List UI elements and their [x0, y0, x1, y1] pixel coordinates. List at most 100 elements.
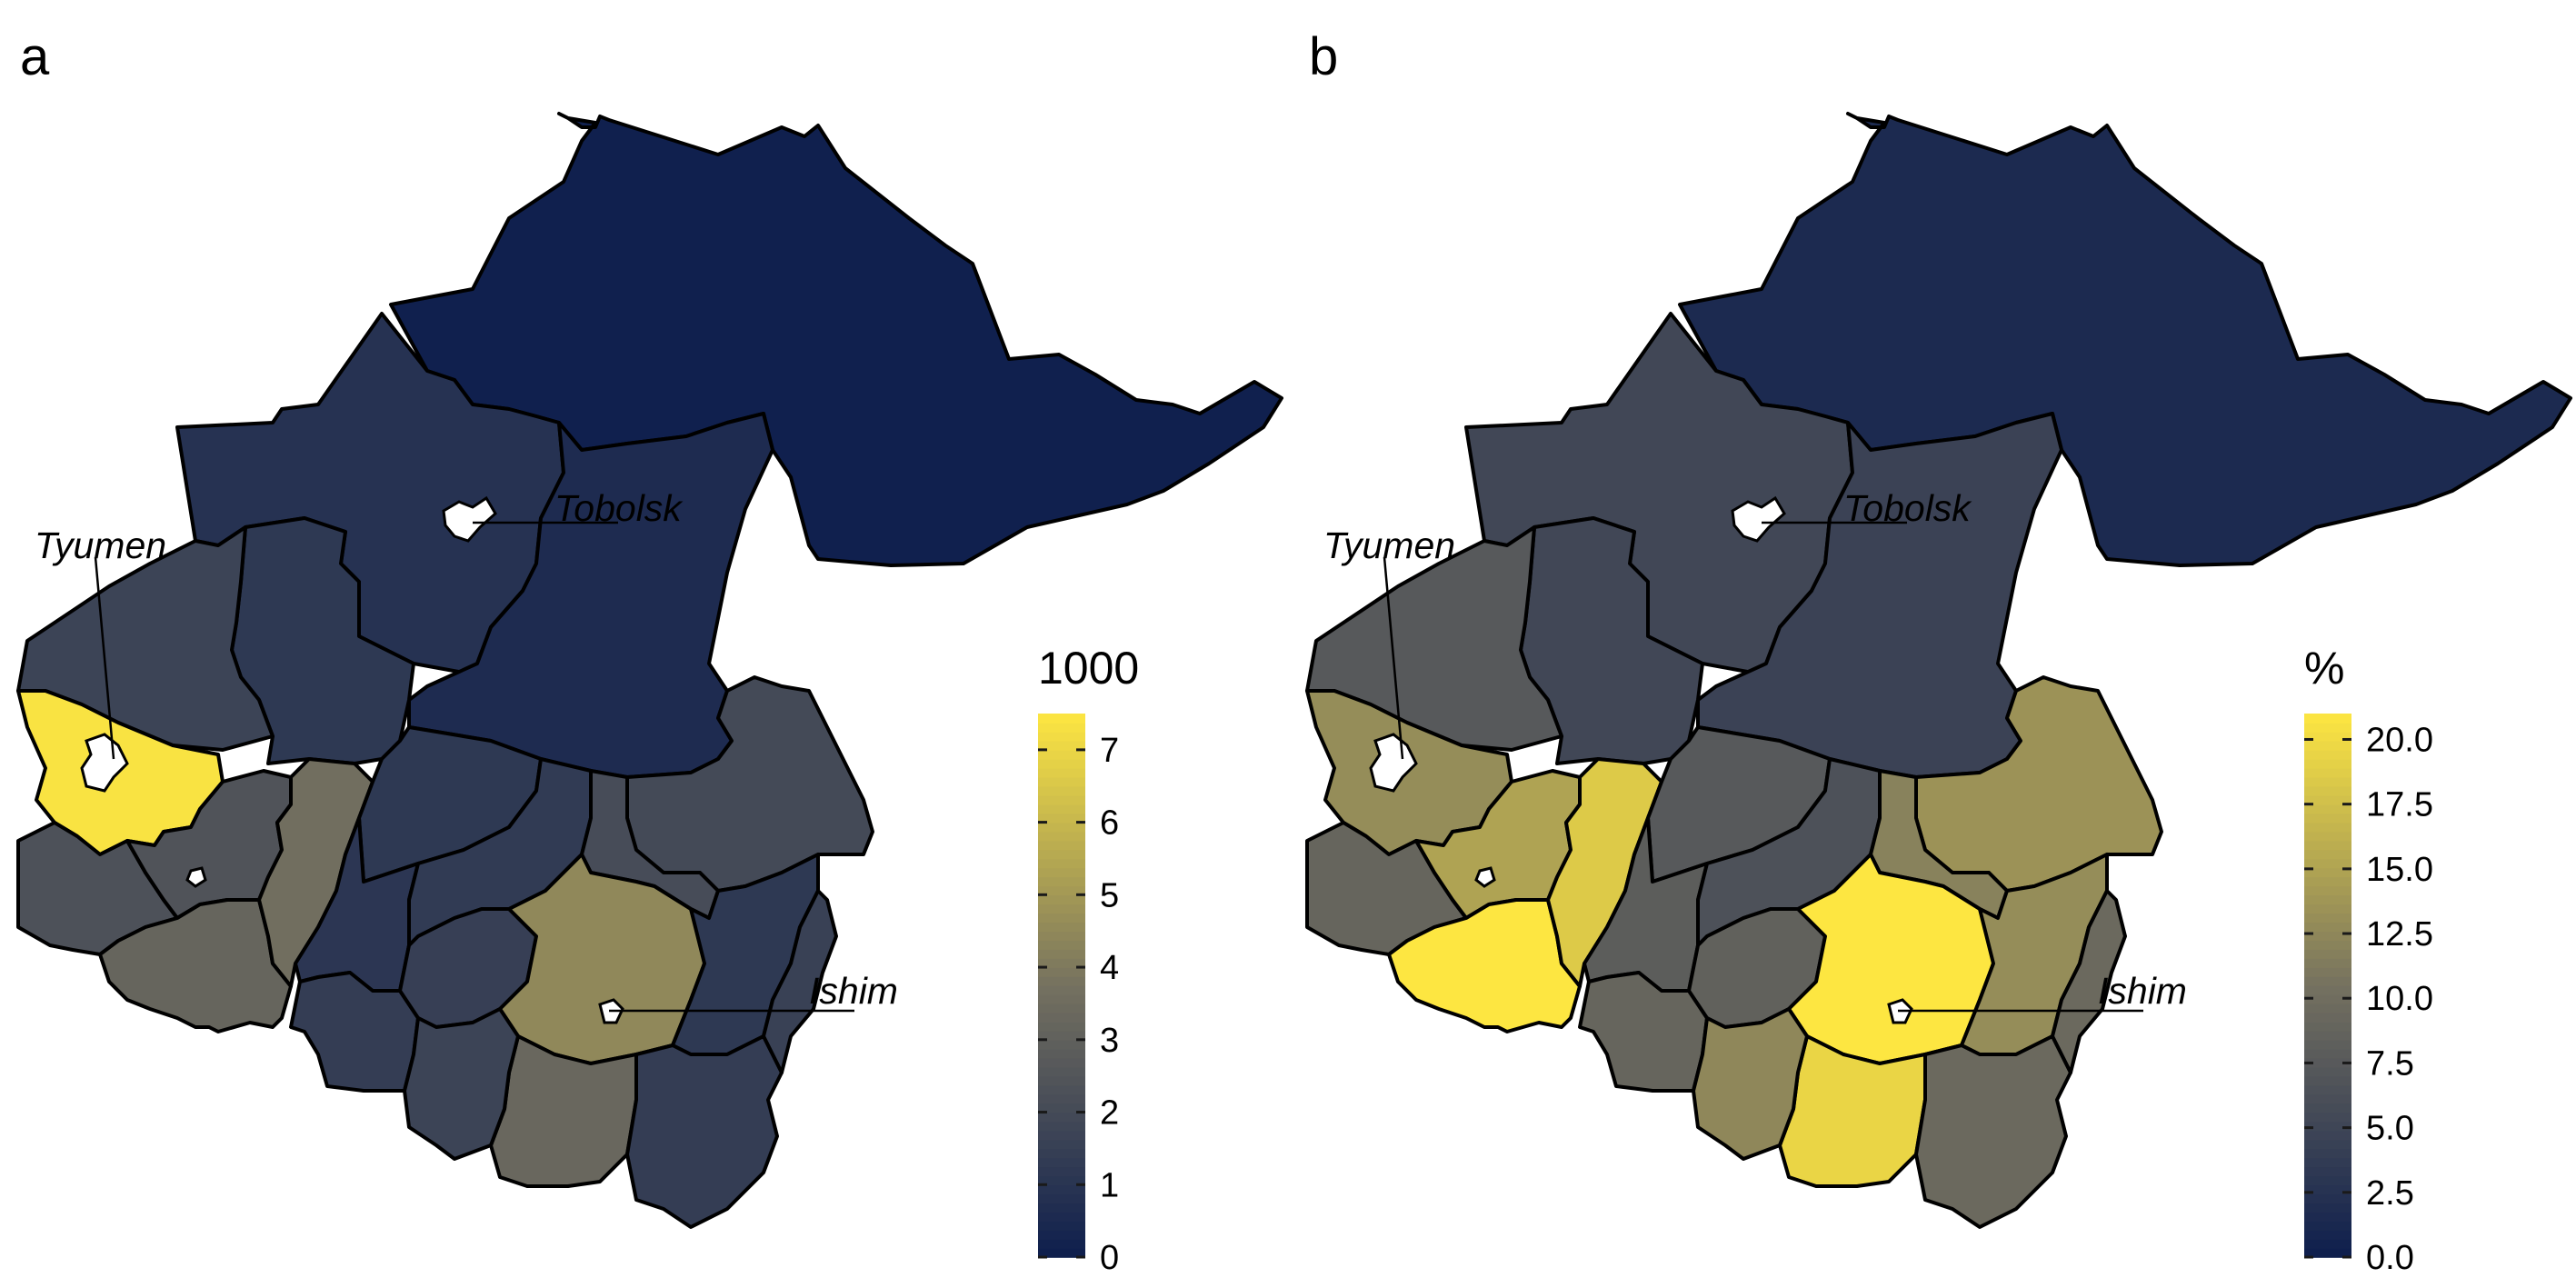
colorbar-segment [2304, 1193, 2351, 1203]
colorbar-segment [2304, 740, 2351, 751]
colorbar-tick-label: 7 [1100, 732, 1119, 770]
colorbar-segment [2304, 731, 2351, 742]
colorbar-segment [1038, 1148, 1085, 1159]
colorbar-segment [1038, 749, 1085, 760]
colorbar-tick-label: 2 [1100, 1094, 1119, 1133]
colorbar-segment [2304, 1066, 2351, 1077]
colorbar-segment [1038, 722, 1085, 733]
colorbar-segment [2304, 931, 2351, 941]
colorbar-segment [1038, 1021, 1085, 1032]
colorbar-segment [1038, 1157, 1085, 1168]
colorbar-segment [2304, 776, 2351, 787]
colorbar-segment [2304, 1121, 2351, 1132]
colorbar-segment [1038, 1057, 1085, 1068]
legend-a-title: 1000 [1038, 643, 1139, 694]
panel-a-legend: 1000 0 1 2 3 4 5 6 7 [1038, 643, 1139, 1277]
colorbar-segment [1038, 785, 1085, 796]
colorbar-segment [2304, 1075, 2351, 1086]
colorbar-segment [1038, 1003, 1085, 1013]
colorbar-segment [2304, 894, 2351, 905]
colorbar-segment [1038, 1039, 1085, 1050]
colorbar-segment [2304, 840, 2351, 851]
colorbar-segment [2304, 1057, 2351, 1068]
colorbar-segment [2304, 1103, 2351, 1113]
colorbar-segment [2304, 1048, 2351, 1059]
colorbar-segment [1038, 993, 1085, 1004]
colorbar-segment [1038, 804, 1085, 814]
colorbar-tick-label: 5 [1100, 876, 1119, 914]
colorbar-segment [1038, 1084, 1085, 1095]
colorbar-segment [2304, 1166, 2351, 1177]
panel-a-map [16, 112, 1283, 1229]
colorbar-segment [2304, 867, 2351, 878]
colorbar-segment [1038, 758, 1085, 769]
colorbar-segment [2304, 958, 2351, 968]
colorbar-segment [1038, 1066, 1085, 1077]
colorbar-segment [1038, 1048, 1085, 1059]
colorbar-segment [1038, 1175, 1085, 1186]
colorbar-segment [2304, 1093, 2351, 1104]
colorbar-segment [1038, 731, 1085, 742]
colorbar-segment [2304, 831, 2351, 842]
colorbar-segment [1038, 1203, 1085, 1213]
colorbar-segment [2304, 1184, 2351, 1195]
colorbar-segment [2304, 993, 2351, 1004]
colorbar-segment [2304, 1230, 2351, 1240]
colorbar-segment [2304, 1112, 2351, 1123]
colorbar-tick-label: 15.0 [2366, 851, 2433, 889]
colorbar-segment [1038, 867, 1085, 878]
colorbar-segment [1038, 1130, 1085, 1141]
region-se2 [762, 889, 838, 1074]
colorbar-tick-label: 20.0 [2366, 721, 2433, 759]
city-label-tobolsk-b: Tobolsk [1843, 487, 1972, 529]
colorbar-segment [2304, 1030, 2351, 1041]
colorbar-tick-label: 0.0 [2366, 1239, 2414, 1277]
colorbar-tick-label: 5.0 [2366, 1110, 2414, 1148]
colorbar-segment [2304, 885, 2351, 896]
colorbar-segment [2304, 1012, 2351, 1023]
colorbar-segment [2304, 904, 2351, 914]
colorbar-segment [1038, 813, 1085, 824]
region-s2 [403, 1007, 520, 1161]
colorbar-segment [2304, 714, 2351, 724]
region-s3 [625, 1034, 784, 1229]
colorbar-segment [2304, 822, 2351, 833]
panel-b-letter: b [1309, 27, 1338, 86]
city-label-ishim: Ishim [809, 970, 898, 1012]
colorbar-segment [1038, 1230, 1085, 1240]
region-se2 [2051, 889, 2127, 1074]
colorbar-segment [1038, 1121, 1085, 1132]
colorbar-segment [1038, 1239, 1085, 1249]
colorbar-segment [1038, 1030, 1085, 1041]
colorbar-tick-label: 2.5 [2366, 1174, 2414, 1213]
colorbar-tick-label: 10.0 [2366, 980, 2433, 1018]
colorbar-segment [2304, 785, 2351, 796]
colorbar-segment [1038, 767, 1085, 778]
colorbar-segment [1038, 1193, 1085, 1203]
colorbar-segment [2304, 940, 2351, 950]
colorbar-segment [1038, 1012, 1085, 1023]
colorbar-segment [2304, 876, 2351, 887]
colorbar-tick-label: 7.5 [2366, 1044, 2414, 1083]
colorbar-segment [1038, 931, 1085, 941]
colorbar-segment [1038, 976, 1085, 986]
colorbar-segment [1038, 740, 1085, 751]
city-label-ishim-b: Ishim [2098, 970, 2187, 1012]
colorbar-segment [2304, 758, 2351, 769]
colorbar-segment [1038, 840, 1085, 851]
colorbar-segment [2304, 849, 2351, 860]
colorbar-segment [1038, 922, 1085, 932]
region-south-west [98, 898, 293, 1033]
colorbar-segment [1038, 776, 1085, 787]
colorbar-tick-label: 17.5 [2366, 786, 2433, 824]
city-label-tyumen: Tyumen [35, 524, 166, 566]
colorbar-segment [1038, 894, 1085, 905]
region-s2 [1692, 1007, 1809, 1161]
colorbar-segment [1038, 822, 1085, 833]
region-south-west [1387, 898, 1582, 1033]
colorbar-segment [2304, 1203, 2351, 1213]
colorbar-segment [1038, 1093, 1085, 1104]
colorbar-segment [2304, 922, 2351, 932]
colorbar-segment [1038, 831, 1085, 842]
